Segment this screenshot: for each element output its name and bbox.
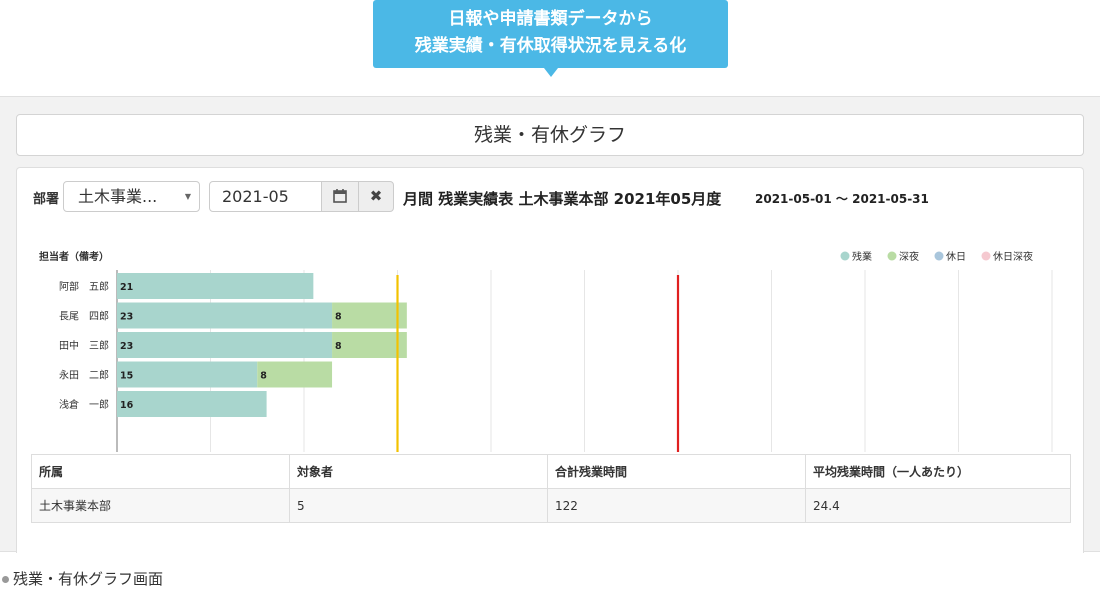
header-people: 対象者 — [289, 454, 548, 489]
table-row: 土木事業本部 5 122 24.4 — [31, 488, 1071, 523]
bar-segment — [332, 332, 407, 358]
summary-table: 所属 対象者 合計残業時間 平均残業時間（一人あたり） 土木事業本部 5 122… — [31, 454, 1071, 523]
legend-label: 深夜 — [899, 250, 919, 263]
callout-line-2: 残業実績・有休取得状況を見える化 — [414, 36, 687, 56]
overtime-bar-chart: 担当者（備考）休日深夜休日深夜残業0.010.020.030.040.050.0… — [39, 250, 1053, 452]
department-select[interactable]: 土木事業... ▼ — [63, 181, 200, 212]
legend-label: 休日深夜 — [993, 250, 1033, 263]
legend-swatch — [840, 251, 850, 261]
category-label: 阿部 五郎 — [59, 280, 109, 293]
bullet-dot — [2, 576, 9, 583]
header-affiliation: 所属 — [31, 454, 290, 489]
bar-value-label: 8 — [260, 371, 267, 382]
category-label: 長尾 四郎 — [59, 310, 109, 323]
legend-swatch — [981, 251, 991, 261]
category-label: 浅倉 一郎 — [59, 398, 109, 411]
cell-total-overtime: 122 — [547, 488, 806, 523]
legend-swatch — [934, 251, 944, 261]
bar-segment — [117, 391, 267, 417]
bar-value-label: 23 — [120, 341, 133, 352]
bar-value-label: 8 — [335, 341, 342, 352]
bar-value-label: 8 — [335, 312, 342, 323]
chart-panel: 部署 土木事業... ▼ 2021-05 ✖ 月間 残業実績表 土木事業本部 2… — [16, 167, 1084, 553]
legend-swatch — [887, 251, 897, 261]
callout-line-1: 日報や申請書類データから — [448, 9, 653, 29]
chevron-down-icon: ▼ — [184, 192, 191, 201]
cell-affiliation: 土木事業本部 — [31, 488, 290, 523]
department-select-value: 土木事業... — [78, 187, 158, 206]
cell-average-overtime: 24.4 — [805, 488, 1071, 523]
header-average-overtime: 平均残業時間（一人あたり） — [805, 454, 1071, 489]
callout-pointer — [544, 68, 558, 77]
clear-button[interactable]: ✖ — [358, 181, 394, 212]
summary-header-row: 所属 対象者 合計残業時間 平均残業時間（一人あたり） — [31, 454, 1071, 489]
bar-value-label: 21 — [120, 282, 133, 293]
header-total-overtime: 合計残業時間 — [547, 454, 806, 489]
feature-callout: 日報や申請書類データから 残業実績・有休取得状況を見える化 — [373, 0, 728, 68]
cell-people: 5 — [289, 488, 548, 523]
bar-segment — [117, 361, 258, 388]
bar-segment — [257, 361, 333, 388]
bar-segment — [332, 302, 407, 329]
legend-label: 残業 — [852, 250, 872, 263]
bar-segment — [117, 302, 333, 329]
y-axis-title: 担当者（備考） — [39, 250, 109, 263]
category-label: 永田 二郎 — [59, 369, 109, 382]
screen-caption: 残業・有休グラフ画面 — [2, 568, 163, 589]
calendar-button[interactable] — [321, 181, 359, 212]
month-input[interactable]: 2021-05 — [209, 181, 322, 212]
date-range: 2021-05-01 〜 2021-05-31 — [755, 192, 929, 206]
department-label: 部署 — [33, 192, 60, 207]
calendar-icon — [333, 189, 347, 203]
bar-value-label: 15 — [120, 371, 133, 382]
caption-text: 残業・有休グラフ画面 — [13, 570, 164, 588]
legend-label: 休日 — [946, 251, 966, 263]
category-label: 田中 三郎 — [59, 339, 109, 352]
close-icon: ✖ — [369, 187, 383, 205]
app-screen: 残業・有休グラフ 部署 土木事業... ▼ 2021-05 ✖ 月間 残業実績表… — [0, 96, 1100, 553]
bar-segment — [117, 332, 333, 358]
month-input-value: 2021-05 — [222, 187, 289, 206]
bar-value-label: 23 — [120, 312, 133, 323]
chart-heading: 月間 残業実績表 土木事業本部 2021年05月度 — [403, 190, 722, 208]
bar-segment — [117, 273, 314, 299]
page-title: 残業・有休グラフ — [16, 114, 1084, 156]
bar-value-label: 16 — [120, 400, 134, 411]
